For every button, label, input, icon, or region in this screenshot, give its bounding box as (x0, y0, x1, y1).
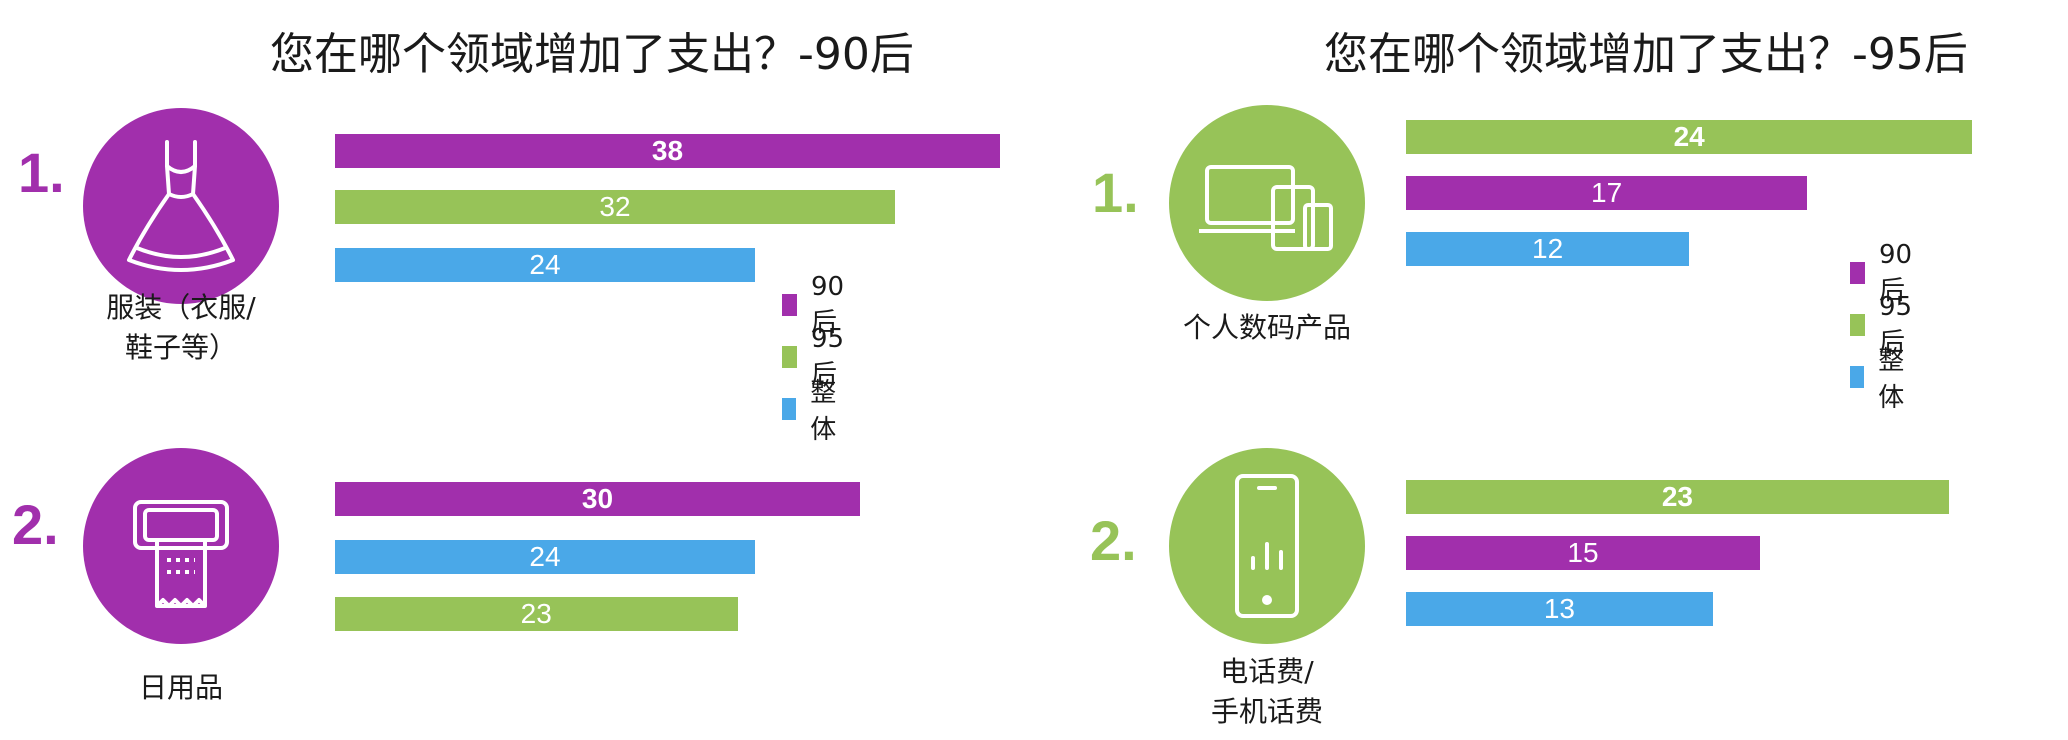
legend-item: 90后 (782, 272, 851, 338)
legend-label: 整体 (810, 378, 837, 445)
bar-整体: 12 (1406, 232, 1690, 266)
legend-swatch (1850, 262, 1865, 284)
bar-90后: 17 (1406, 176, 1808, 210)
category-rank: 1. (18, 141, 65, 204)
category-icon-circle (83, 448, 279, 644)
bar-90后: 30 (335, 482, 860, 516)
legend-swatch (782, 398, 797, 420)
tissue-icon (133, 500, 229, 608)
chart-panel-2: 您在哪个领域增加了支出？-95后 1. 个人数码产品 24 17 12 2. 电话费/手机… (1034, 0, 2068, 740)
phone-icon (1235, 474, 1299, 618)
category-label-line: 电话费/ (1220, 655, 1314, 688)
legend-label: 90后 (1878, 239, 1913, 306)
category-label-line: 手机话费 (1210, 695, 1324, 728)
legend-swatch (1850, 314, 1865, 336)
bar-95后: 23 (1406, 480, 1949, 514)
bar-90后: 15 (1406, 536, 1760, 570)
category-icon-circle (1169, 105, 1365, 301)
dress-icon (127, 140, 235, 272)
category-label: 电话费/手机话费 (1211, 652, 1323, 732)
bar-90后: 38 (335, 134, 1000, 168)
legend-item: 95后 (1850, 292, 1919, 358)
category-label: 个人数码产品 (1183, 308, 1351, 348)
chart-panel-1: 您在哪个领域增加了支出？-90后 1. 服装（衣服/鞋子等） 38 32 24 2. 日用… (12, 29, 1000, 708)
legend-swatch (1850, 366, 1865, 388)
bar-整体: 13 (1406, 592, 1713, 626)
category-label-line: 鞋子等） (124, 331, 237, 364)
legend-label: 整体 (1878, 346, 1905, 413)
legend-item: 90后 (1850, 240, 1919, 306)
category-icon-circle (83, 108, 279, 304)
bar-整体: 24 (335, 248, 755, 282)
category-rank: 2. (12, 493, 59, 556)
legend-label: 90后 (810, 271, 845, 338)
chart-title: 您在哪个领域增加了支出？-95后 (1324, 29, 1968, 80)
legend-item: 95后 (782, 324, 851, 390)
bar-整体: 24 (335, 540, 755, 574)
category-icon-circle (1169, 448, 1365, 644)
legend-label: 95后 (1878, 291, 1913, 358)
legend-swatch (782, 346, 797, 368)
devices-icon (1199, 165, 1333, 251)
chart-title: 您在哪个领域增加了支出？-90后 (270, 29, 914, 80)
legend-item: 整体 (782, 378, 844, 445)
category-label-line: 日用品 (138, 671, 224, 704)
bar-95后: 24 (1406, 120, 1973, 154)
bar-95后: 32 (335, 190, 895, 224)
category-label-line: 个人数码产品 (1182, 311, 1352, 344)
category-label: 服装（衣服/鞋子等） (106, 288, 255, 368)
category-rank: 1. (1092, 161, 1139, 224)
legend-swatch (782, 294, 797, 316)
bar-95后: 23 (335, 597, 738, 631)
category-label: 日用品 (139, 668, 223, 708)
legend-label: 95后 (810, 323, 845, 390)
category-rank: 2. (1090, 509, 1137, 572)
category-label-line: 服装（衣服/ (106, 291, 256, 324)
legend-item: 整体 (1850, 346, 1912, 413)
